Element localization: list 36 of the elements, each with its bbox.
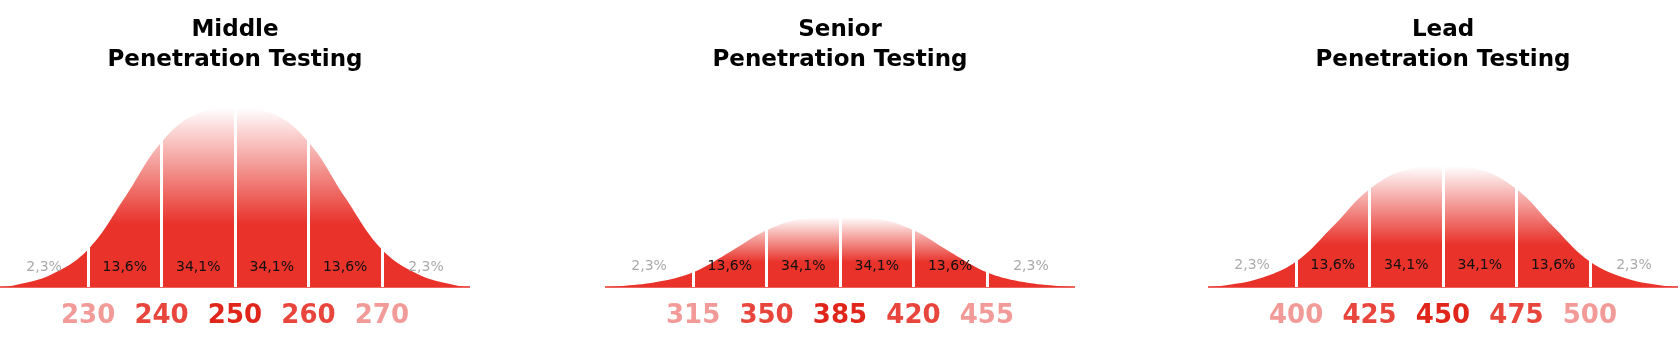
x-tick-label: 475 (1489, 299, 1544, 329)
x-tick-label: 500 (1562, 299, 1618, 329)
annotation: 34,1% (1384, 256, 1429, 273)
annotation: 34,1% (854, 256, 899, 273)
x-tick-label: 260 (281, 299, 336, 329)
annotation: 2,3% (1616, 256, 1652, 273)
chart-title: Senior Penetration Testing (712, 15, 968, 71)
x-tick-label: 385 (812, 299, 868, 329)
chart-title: Lead Penetration Testing (1315, 15, 1571, 71)
x-tick-label: 250 (207, 299, 263, 329)
annotation: 13,6% (927, 256, 973, 273)
annotation: 34,1% (1457, 256, 1502, 273)
x-tick-label: 350 (739, 299, 794, 329)
x-tick-label: 425 (1342, 299, 1397, 329)
annotation: 2,3% (26, 257, 62, 274)
x-tick-label: 455 (959, 299, 1015, 329)
x-tick-label: 270 (354, 299, 410, 329)
annotation: 2,3% (408, 257, 444, 274)
x-tick-label: 315 (665, 299, 721, 329)
annotation: 34,1% (249, 257, 294, 274)
x-tick-label: 400 (1268, 299, 1324, 329)
x-tick-label: 420 (886, 299, 941, 329)
chart-title: Middle Penetration Testing (107, 15, 363, 71)
annotation: 2,3% (1234, 256, 1270, 273)
annotation: 13,6% (1310, 256, 1356, 273)
annotation: 13,6% (322, 257, 368, 274)
x-tick-label: 240 (134, 299, 189, 329)
annotation: 34,1% (781, 256, 826, 273)
annotation: 2,3% (631, 256, 667, 273)
annotation: 13,6% (707, 256, 753, 273)
x-tick-label: 230 (60, 299, 116, 329)
annotation: 13,6% (102, 257, 148, 274)
x-tick-label: 450 (1415, 299, 1471, 329)
annotation: 13,6% (1530, 256, 1576, 273)
annotation: 2,3% (1013, 256, 1049, 273)
annotation: 34,1% (176, 257, 221, 274)
